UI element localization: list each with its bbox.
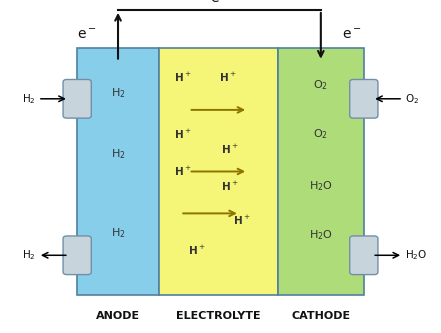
Text: H$^+$: H$^+$ [219, 71, 237, 84]
Bar [159, 48, 278, 295]
Text: H$^+$: H$^+$ [174, 71, 191, 84]
Text: H$^+$: H$^+$ [233, 214, 251, 227]
Text: CATHODE: CATHODE [291, 311, 351, 321]
Text: H$^+$: H$^+$ [174, 165, 191, 178]
Text: H$^+$: H$^+$ [188, 244, 206, 257]
Text: e$^-$: e$^-$ [342, 28, 362, 42]
Text: H$_2$: H$_2$ [111, 226, 125, 240]
Text: H$^+$: H$^+$ [221, 143, 239, 156]
Text: O$_2$: O$_2$ [313, 128, 329, 142]
Text: e$^-$: e$^-$ [77, 28, 97, 42]
Text: H$_2$O: H$_2$O [309, 229, 333, 242]
FancyBboxPatch shape [63, 236, 91, 275]
Text: e$^-$: e$^-$ [209, 0, 229, 5]
Text: H$^+$: H$^+$ [221, 180, 239, 193]
Text: H$_2$O: H$_2$O [405, 248, 428, 262]
Text: H$_2$O: H$_2$O [309, 179, 333, 193]
Text: ANODE: ANODE [96, 311, 140, 321]
FancyBboxPatch shape [350, 236, 378, 275]
Text: H$_2$: H$_2$ [22, 248, 36, 262]
FancyBboxPatch shape [63, 80, 91, 118]
Text: H$_2$: H$_2$ [111, 86, 125, 100]
FancyBboxPatch shape [350, 80, 378, 118]
Text: H$^+$: H$^+$ [174, 128, 191, 141]
Text: H$_2$: H$_2$ [22, 92, 36, 106]
Bar [278, 48, 364, 295]
Text: O$_2$: O$_2$ [405, 92, 419, 106]
Text: H$_2$: H$_2$ [111, 147, 125, 161]
Text: ELECTROLYTE: ELECTROLYTE [176, 311, 261, 321]
Text: O$_2$: O$_2$ [313, 78, 329, 92]
Bar [77, 48, 159, 295]
